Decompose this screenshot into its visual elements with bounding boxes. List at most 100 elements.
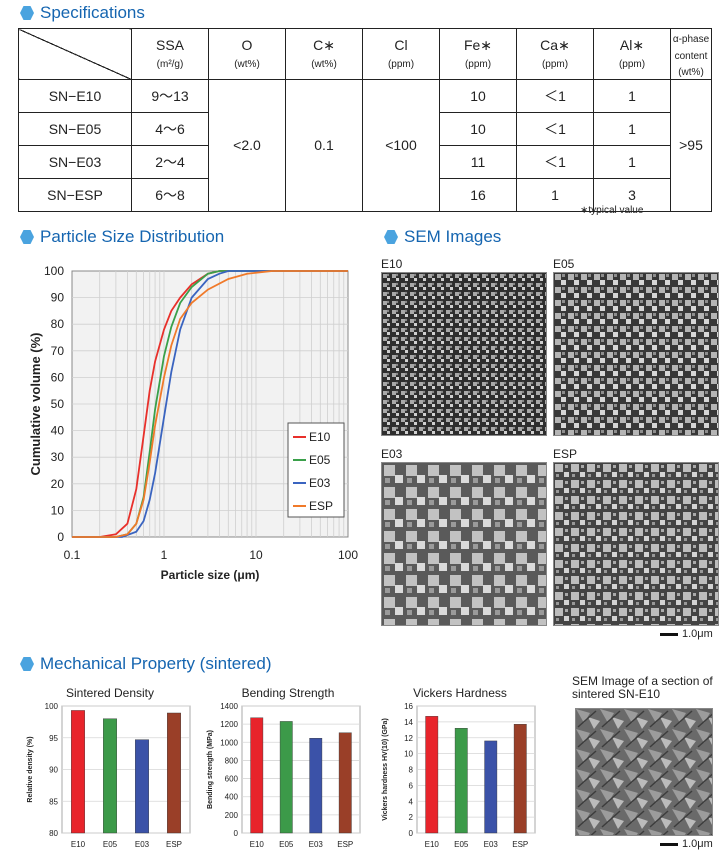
bending-chart-title: Bending Strength [241,686,335,700]
legend-label: ESP [309,499,333,513]
y-tick-label: 12 [404,734,413,743]
fe-cell: 10 [439,111,517,146]
section-scale-bar: 1.0μm [660,838,713,850]
ca-cell: 1 [516,177,594,212]
x-tick-label: E05 [103,840,118,849]
y-axis-label: Cumulative volume (%) [28,332,43,475]
al-cell: 1 [593,78,671,113]
bar [425,716,439,834]
x-tick-label: 0.1 [64,548,81,562]
section-title: Specifications [40,3,145,22]
ca-cell: ＜1 [516,111,594,146]
y-tick-label: 90 [51,291,65,305]
y-tick-label: 10 [51,503,65,517]
scale-label: 1.0μm [682,838,713,850]
grade-cell: SN−ESP [18,177,132,212]
x-tick-label: E05 [454,840,469,849]
header-o: O (wt%) [208,28,286,80]
y-tick-label: 60 [51,370,65,384]
x-axis-label: Particle size (μm) [161,568,260,582]
diagonal-corner-cell [18,28,132,80]
y-tick-label: 0 [409,829,414,838]
fe-cell: 16 [439,177,517,212]
bar [250,717,264,834]
o-merged-cell: <2.0 [208,78,286,212]
y-tick-label: 10 [404,750,413,759]
sem-label-e05: E05 [553,257,575,271]
bar [484,740,498,834]
ssa-cell: 2〜4 [131,144,209,179]
y-axis-label: Relative density (%) [27,736,34,802]
sem-image-e10 [381,272,547,436]
table-row: SN−ESP 6〜8 16 1 3 [18,177,712,212]
bar [454,728,468,834]
grade-cell: SN−E03 [18,144,132,179]
c-merged-cell: 0.1 [285,78,363,212]
y-tick-label: 6 [409,781,414,790]
alpha-merged-cell: >95 [670,78,712,212]
series-line [72,270,348,538]
fe-cell: 10 [439,78,517,113]
sem-label-esp: ESP [553,447,578,461]
y-axis-label: Vickers hardness HV(10) (GPa) [382,718,389,821]
y-tick-label: 400 [225,793,239,802]
y-tick-label: 1000 [220,738,238,747]
hexagon-bullet-icon [384,230,398,244]
header-cl: Cl (ppm) [362,28,440,80]
y-tick-label: 100 [44,264,64,278]
x-tick-label: ESP [512,840,528,849]
grade-cell: SN−E10 [18,78,132,113]
al-cell: 3 [593,177,671,212]
x-tick-label: 100 [338,548,358,562]
density-chart-title: Sintered Density [65,686,155,700]
y-tick-label: 0 [57,530,64,544]
hexagon-bullet-icon [20,657,34,671]
x-tick-label: E05 [279,840,294,849]
table-header-row: SSA (m²/g) O (wt%) C∗ (wt%) Cl (ppm) Fe∗ (ppm… [18,28,712,80]
bar [103,718,117,834]
bar [71,710,85,834]
y-tick-label: 95 [49,734,58,743]
section-title: SEM Images [404,227,502,246]
x-tick-label: 1 [161,548,168,562]
x-tick-label: E10 [71,840,86,849]
ca-cell: ＜1 [516,78,594,113]
y-tick-label: 200 [225,811,239,820]
x-tick-label: E03 [309,840,324,849]
y-tick-label: 600 [225,775,239,784]
bar [338,732,352,834]
y-tick-label: 8 [409,766,414,775]
cl-merged-cell: <100 [362,78,440,212]
legend-label: E10 [309,430,331,444]
y-tick-label: 80 [49,829,58,838]
x-tick-label: ESP [337,840,353,849]
x-tick-label: E10 [425,840,440,849]
y-tick-label: 1400 [220,702,238,711]
y-tick-label: 85 [49,797,58,806]
ssa-cell: 4〜6 [131,111,209,146]
header-ca: Ca∗ (ppm) [516,28,594,80]
density-bar-chart: 80 85 90 95 100 E10 E05 E03 ESP Relative density … [27,702,191,849]
bar [309,738,323,834]
sem-scale-bar: 1.0μm [660,628,713,640]
series-line [72,270,348,538]
y-tick-label: 4 [409,797,414,806]
sem-label-e10: E10 [381,257,403,271]
y-tick-label: 0 [234,829,239,838]
al-cell: 1 [593,144,671,179]
bar [135,739,149,834]
header-fe: Fe∗ (ppm) [439,28,517,80]
x-tick-label: E10 [250,840,265,849]
x-tick-label: E03 [484,840,499,849]
y-tick-label: 800 [225,756,239,765]
bending-bar-chart: 0 200 400 600 800 1000 1200 1400 E10 E05 E03 ESP Ben… [207,702,361,849]
y-tick-label: 16 [404,702,413,711]
section-sem-title: SEM Image of a section of sintered SN-E1… [572,674,713,702]
typical-value-note: ∗typical value [580,205,644,216]
ca-cell: ＜1 [516,144,594,179]
sem-label-e03: E03 [381,447,403,461]
fe-cell: 11 [439,144,517,179]
y-tick-label: 20 [51,477,65,491]
legend-label: E03 [309,476,331,490]
y-tick-label: 90 [49,766,58,775]
